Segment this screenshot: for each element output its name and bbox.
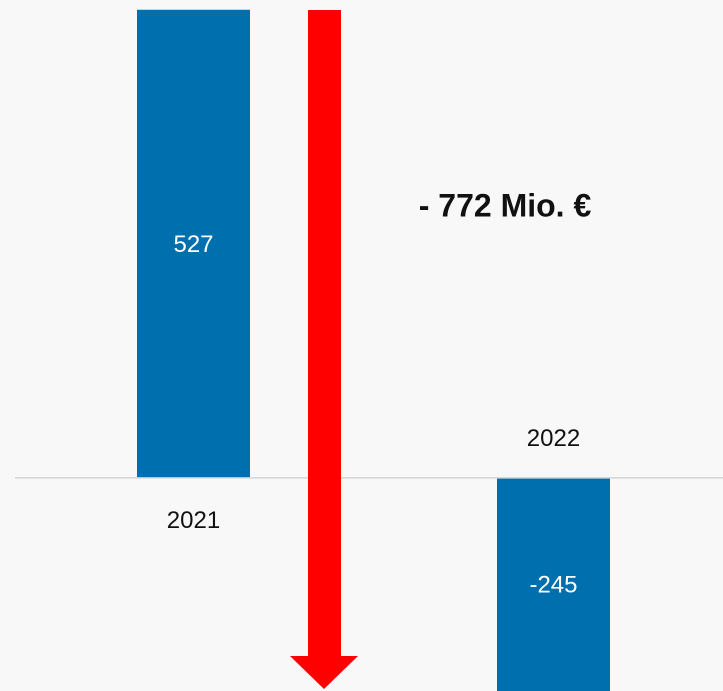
bar <box>137 9 250 478</box>
arrow <box>290 10 358 689</box>
annotation: - 772 Mio. € <box>419 187 592 223</box>
bars <box>137 9 610 691</box>
value-label: -245 <box>529 571 577 598</box>
arrow-shaft <box>308 10 341 658</box>
value-label: 527 <box>173 231 213 258</box>
bar <box>497 477 610 691</box>
x-tick-label: 2021 <box>167 507 220 534</box>
arrow-head <box>290 656 358 689</box>
x-tick-label: 2022 <box>527 425 580 452</box>
